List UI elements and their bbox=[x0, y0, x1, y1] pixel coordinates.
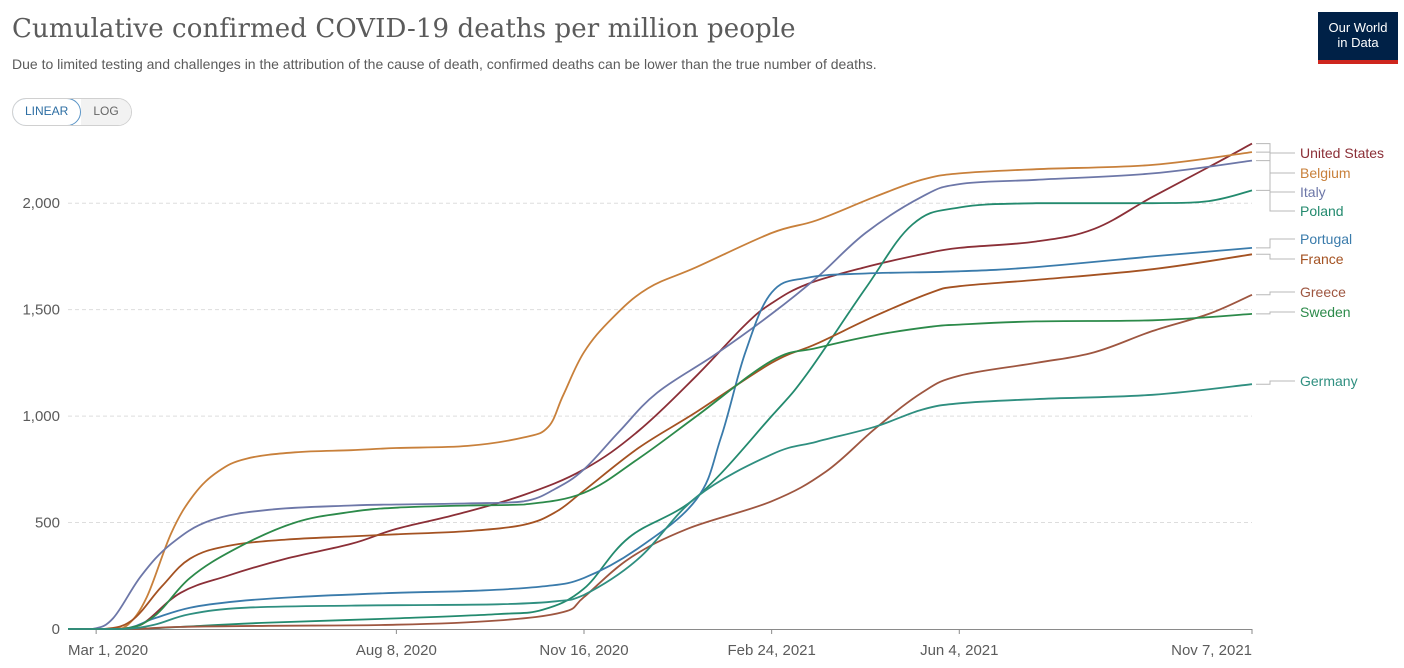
label-connector bbox=[1256, 151, 1295, 174]
series-label-united-states[interactable]: United States bbox=[1300, 145, 1384, 161]
series-line-sweden[interactable] bbox=[68, 313, 1253, 630]
series-line-greece[interactable] bbox=[68, 293, 1253, 630]
logo-text-line2: in Data bbox=[1337, 35, 1379, 50]
x-axis: Mar 1, 2020 Aug 8, 2020 Nov 16, 2020 Feb 24… bbox=[68, 629, 1253, 659]
series-labels: United States Belgium Italy Poland Portugal F… bbox=[1256, 143, 1384, 389]
label-connector bbox=[1256, 311, 1295, 315]
series-line-united-states[interactable] bbox=[68, 142, 1253, 630]
series-label-belgium[interactable]: Belgium bbox=[1300, 165, 1351, 181]
label-connector bbox=[1256, 160, 1295, 193]
y-tick-label: 500 bbox=[35, 515, 60, 532]
logo-red-bar bbox=[1318, 60, 1398, 64]
series-line-italy[interactable] bbox=[68, 159, 1253, 630]
series-label-portugal[interactable]: Portugal bbox=[1300, 231, 1352, 247]
logo-text-line1: Our World bbox=[1328, 20, 1388, 35]
series-line-portugal[interactable] bbox=[68, 247, 1253, 630]
series-label-sweden[interactable]: Sweden bbox=[1300, 304, 1351, 320]
x-tick-label: Feb 24, 2021 bbox=[727, 642, 815, 659]
y-axis: 0 500 1,000 1,500 2,000 bbox=[22, 195, 60, 638]
x-tick-label: Mar 1, 2020 bbox=[68, 642, 148, 659]
label-connector bbox=[1256, 253, 1295, 260]
y-tick-label: 1,000 bbox=[22, 408, 60, 425]
x-tick-label: Jun 4, 2021 bbox=[920, 642, 998, 659]
series-line-france[interactable] bbox=[68, 253, 1253, 630]
x-tick-label: Aug 8, 2020 bbox=[356, 642, 437, 659]
label-connector bbox=[1256, 291, 1295, 296]
series-label-poland[interactable]: Poland bbox=[1300, 203, 1344, 219]
y-tick-label: 2,000 bbox=[22, 195, 60, 212]
series-label-italy[interactable]: Italy bbox=[1300, 184, 1326, 200]
y-tick-label: 1,500 bbox=[22, 302, 60, 319]
label-connector bbox=[1256, 380, 1295, 385]
linear-scale-button[interactable]: LINEAR bbox=[12, 99, 82, 125]
series-line-poland[interactable] bbox=[68, 189, 1253, 630]
log-scale-button[interactable]: LOG bbox=[81, 99, 131, 125]
grid-lines bbox=[68, 202, 1252, 524]
x-tick-label: Nov 16, 2020 bbox=[539, 642, 628, 659]
series-label-greece[interactable]: Greece bbox=[1300, 284, 1346, 300]
chart-subtitle: Due to limited testing and challenges in… bbox=[12, 56, 877, 72]
series-label-germany[interactable]: Germany bbox=[1300, 373, 1358, 389]
label-connector bbox=[1256, 189, 1295, 212]
y-tick-label: 0 bbox=[52, 621, 60, 638]
series-line-germany[interactable] bbox=[68, 383, 1253, 630]
series-lines bbox=[68, 142, 1253, 630]
label-connector bbox=[1256, 143, 1295, 154]
label-connector bbox=[1256, 238, 1295, 249]
series-label-france[interactable]: France bbox=[1300, 251, 1344, 267]
chart-title: Cumulative confirmed COVID-19 deaths per… bbox=[12, 14, 796, 44]
scale-toggle: LINEAR LOG bbox=[12, 98, 132, 126]
x-tick-label: Nov 7, 2021 bbox=[1171, 642, 1252, 659]
owid-logo[interactable]: Our World in Data bbox=[1318, 12, 1398, 64]
series-line-belgium[interactable] bbox=[68, 151, 1253, 630]
